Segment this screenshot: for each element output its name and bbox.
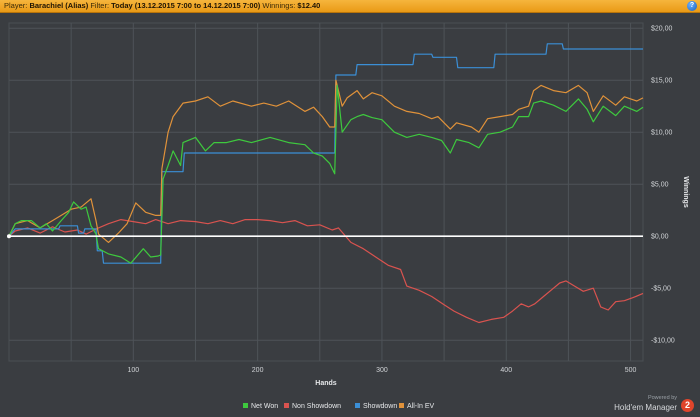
- legend: Net Won Non Showdown Showdown All-In EV: [243, 403, 435, 410]
- filter-label: Filter:: [90, 1, 110, 10]
- filter-value: Today (13.12.2015 7:00 to 14.12.2015 7:0…: [111, 1, 261, 10]
- y-tick-label: $5,00: [651, 182, 669, 189]
- y-tick-label: -$5,00: [651, 286, 671, 293]
- winnings-chart: $20,00 $15,00 $10,00 $5,00 $0,00 -$5,00 -$10,0…: [7, 22, 689, 410]
- player-label: Player:: [4, 1, 28, 10]
- grid: [8, 22, 644, 362]
- y-tick-label: $10,00: [651, 130, 673, 137]
- series-line-net-won: [8, 84, 644, 264]
- header-text: Player: Barachiel (Alias) Filter: Today …: [4, 0, 320, 12]
- y-tick-label: $0,00: [651, 234, 669, 241]
- legend-swatch-net-won: [243, 403, 248, 408]
- axes: $20,00 $15,00 $10,00 $5,00 $0,00 -$5,00 -$10,0…: [127, 26, 689, 387]
- powered-by-label: Powered by: [647, 395, 677, 401]
- hm2-logo-icon: 2: [681, 399, 694, 412]
- series-line-all-in-ev: [8, 79, 644, 243]
- legend-label-showdown: Showdown: [363, 403, 397, 410]
- legend-swatch-all-in-ev: [399, 403, 404, 408]
- series-line-showdown: [8, 43, 643, 264]
- winnings-value: $12.40: [297, 1, 321, 10]
- legend-swatch-showdown: [355, 403, 360, 408]
- legend-label-non-showdown: Non Showdown: [292, 403, 341, 410]
- start-marker: [7, 234, 11, 239]
- y-tick-label: $20,00: [651, 26, 673, 33]
- player-name: Barachiel (Alias): [29, 1, 89, 10]
- x-tick-label: 100: [127, 367, 139, 374]
- series-lines: [7, 43, 644, 324]
- header-bar: Player: Barachiel (Alias) Filter: Today …: [0, 0, 700, 13]
- x-tick-label: 300: [376, 367, 388, 374]
- x-axis-title: Hands: [315, 380, 337, 387]
- brand-footer: Powered by Hold'em Manager 2: [597, 395, 697, 415]
- y-axis-title: Winnings: [682, 176, 689, 208]
- legend-swatch-non-showdown: [284, 403, 289, 408]
- x-tick-label: 400: [500, 367, 512, 374]
- y-tick-label: $15,00: [651, 78, 673, 85]
- x-tick-label: 200: [252, 367, 264, 374]
- legend-label-all-in-ev: All-In EV: [407, 403, 435, 410]
- series-line-non-showdown: [8, 219, 644, 324]
- x-tick-label: 500: [625, 367, 637, 374]
- help-icon[interactable]: ?: [687, 1, 697, 11]
- winnings-label: Winnings:: [262, 1, 296, 10]
- brand-name: Hold'em Manager: [614, 403, 677, 412]
- legend-label-net-won: Net Won: [251, 403, 278, 410]
- plot-frame: [8, 22, 644, 362]
- y-tick-label: -$10,00: [651, 338, 675, 345]
